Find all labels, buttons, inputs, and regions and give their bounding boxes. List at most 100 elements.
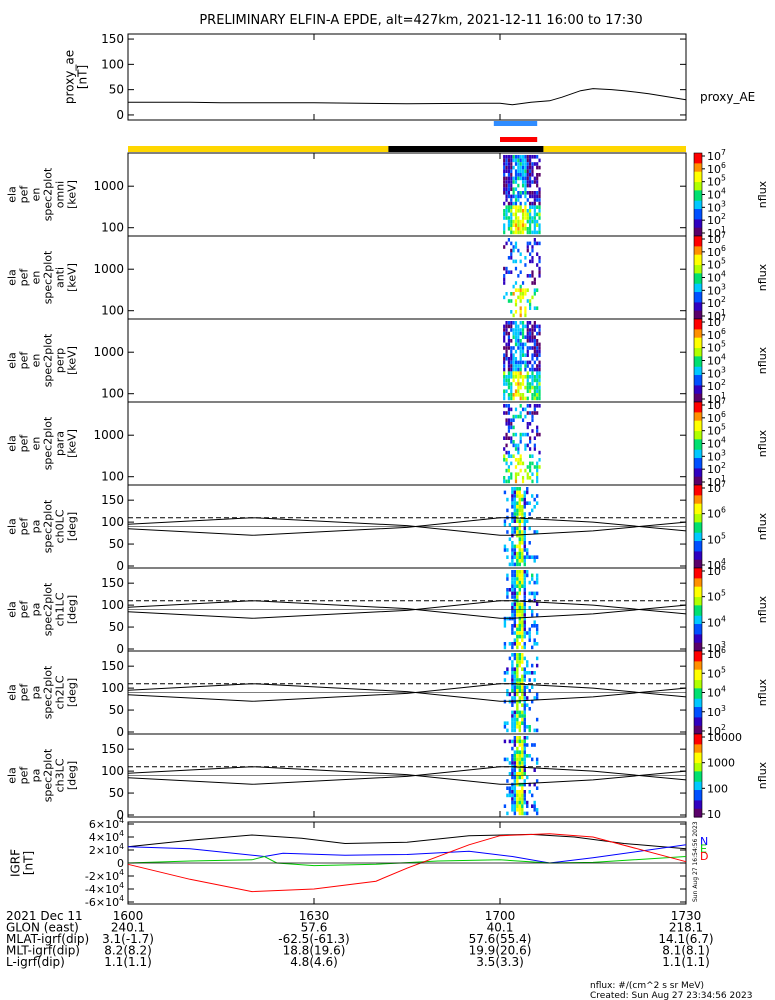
pitch-pixel — [533, 800, 536, 805]
spectrogram-pixel — [519, 165, 522, 170]
spectrogram-pixel — [512, 313, 515, 318]
spectrogram-pixel — [536, 375, 539, 379]
spectrogram-pixel — [507, 324, 511, 329]
spectrogram-pixel — [503, 169, 506, 173]
pitch-pixel — [516, 790, 519, 794]
pitch-pixel — [516, 707, 519, 711]
spectrogram-pixel — [536, 176, 539, 181]
spectrogram-pixel — [533, 281, 536, 285]
spectrogram-1-colorbar-segment — [694, 240, 702, 243]
pitch-pixel — [511, 573, 514, 578]
spectrogram-pixel — [517, 461, 520, 466]
pitch-pixel — [506, 793, 509, 798]
spectrogram-pixel — [503, 396, 506, 401]
pitch-pixel — [511, 631, 514, 635]
pitch-2-colorbar-tick-label: 104 — [707, 685, 726, 700]
pitch-pixel — [518, 797, 521, 801]
spectrogram-pixel — [519, 375, 522, 379]
spectrogram-pixel — [531, 256, 534, 260]
pitch-ytick-label: 100 — [101, 515, 124, 529]
pitch-ytick-label: 50 — [109, 786, 124, 800]
spectrogram-pixel — [514, 382, 518, 386]
pitch-pixel — [521, 613, 524, 617]
spectrogram-pixel — [524, 310, 527, 314]
spectrogram-pixel — [524, 194, 527, 199]
pitch-pixel — [513, 609, 517, 614]
spectrogram-pixel — [510, 476, 513, 480]
spectrogram-pixel — [510, 194, 513, 199]
spectrogram-pixel — [526, 425, 529, 430]
spectrogram-pixel — [526, 324, 529, 329]
pitch-1-colorbar-segment — [694, 586, 702, 590]
spectrogram-pixel — [531, 411, 534, 415]
spectrogram-2-colorbar-segment — [694, 319, 702, 322]
pitch-pixel — [535, 580, 539, 585]
pitch-pixel — [513, 624, 517, 628]
spectrogram-2-colorbar-tick-label: 107 — [707, 314, 726, 329]
pitch-0-colorbar-segment — [694, 545, 702, 548]
pitch-pixel — [511, 757, 514, 762]
proxy-ae-ytick-label: 50 — [109, 83, 124, 97]
spectrogram-3-colorbar-segment — [694, 458, 702, 461]
spectrogram-pixel — [503, 357, 506, 361]
pitch-pixel — [503, 544, 507, 549]
pitch-pixel — [521, 505, 524, 509]
spectrogram-pixel — [529, 411, 532, 415]
spectrogram-pixel — [503, 389, 506, 393]
pitch-pixel — [523, 512, 526, 516]
pitch-pixel — [516, 808, 519, 812]
spectrogram-3-colorbar-segment — [694, 439, 702, 443]
pitch-0-colorbar-segment — [694, 536, 702, 540]
pitch-pixel — [518, 508, 521, 513]
spectrogram-pixel — [510, 209, 513, 213]
spectrogram-pixel — [533, 407, 536, 412]
pitch-1-colorbar-segment — [694, 580, 702, 584]
spectrogram-1-colorbar-segment — [694, 273, 702, 277]
pitch-pixel — [511, 793, 514, 798]
pitch-pixel — [516, 703, 519, 707]
pitch-pixel — [516, 692, 519, 697]
pitch-pixel — [516, 717, 519, 722]
spectrogram-1-colorbar-tick-label: 105 — [707, 257, 726, 272]
spectrogram-pixel — [503, 360, 506, 365]
spectrogram-pixel — [529, 321, 532, 325]
spectrogram-pixel — [531, 396, 534, 401]
spectrogram-pixel — [514, 349, 518, 354]
spectrogram-pixel — [519, 295, 522, 300]
pitch-pixel — [506, 786, 509, 790]
pitch-pixel — [533, 624, 536, 628]
pitch-pixel — [513, 620, 517, 624]
spectrogram-pixel — [529, 252, 532, 256]
spectrogram-pixel — [512, 393, 515, 397]
pitch-pixel — [511, 671, 514, 675]
spectrogram-1-colorbar-segment — [694, 306, 702, 310]
pitch-1-colorbar-segment — [694, 630, 702, 633]
pitch-pixel — [516, 804, 519, 808]
x-axis-row-value: 40.1 — [487, 921, 514, 935]
spectrogram-pixel — [503, 277, 506, 282]
pitch-pixel — [513, 613, 517, 617]
pitch-pixel — [513, 714, 517, 718]
pitch-pixel — [508, 642, 512, 646]
pitch-pixel — [503, 519, 507, 523]
spectrogram-pixel — [510, 248, 513, 253]
spectrogram-2-colorbar-segment — [694, 393, 702, 397]
pitch-0-colorbar-segment — [694, 547, 702, 550]
pitch-pixel — [516, 689, 519, 693]
pitch-pixel — [516, 595, 519, 599]
spectrogram-pixel — [510, 299, 513, 303]
spectrogram-pixel — [519, 227, 522, 231]
pitch-pixel — [528, 754, 531, 758]
pitch-3-colorbar-segment — [694, 734, 702, 737]
pitch-pixel — [526, 743, 529, 747]
spectrogram-pixel — [517, 198, 520, 202]
pitch-pixel — [523, 595, 526, 599]
pitch-pixel — [516, 512, 519, 516]
spectrogram-pixel — [538, 266, 541, 271]
pitch-pixel — [513, 653, 517, 657]
spectrogram-pixel — [529, 346, 532, 350]
spectrogram-pixel — [503, 191, 506, 195]
spectrogram-1-colorbar-segment — [694, 254, 702, 258]
spectrogram-pixel — [529, 454, 532, 458]
spectrogram-pixel — [510, 349, 513, 354]
